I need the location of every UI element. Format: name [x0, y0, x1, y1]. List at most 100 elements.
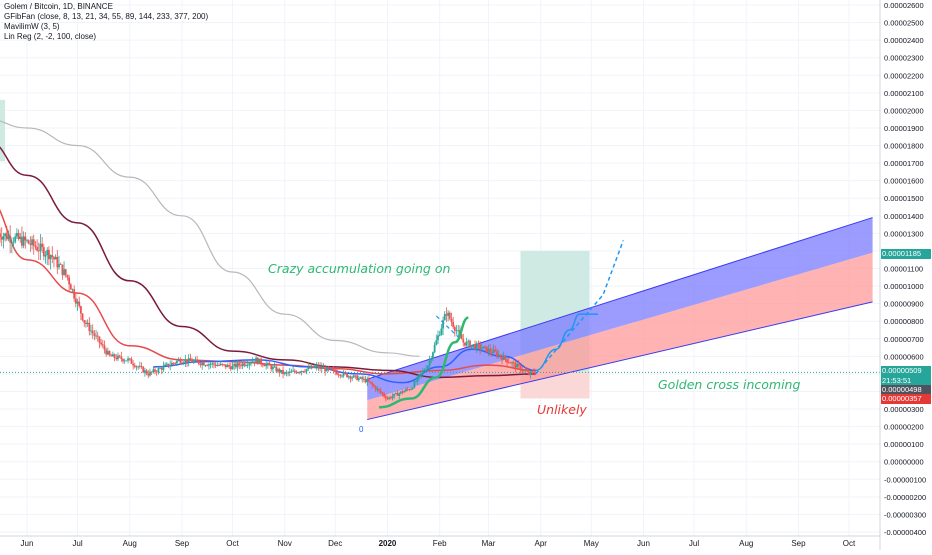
candle-body[interactable] — [266, 363, 269, 365]
candle-body[interactable] — [49, 255, 52, 260]
candle-body[interactable] — [433, 344, 436, 353]
candle-body[interactable] — [10, 242, 13, 243]
candle-body[interactable] — [236, 363, 239, 368]
candle-body[interactable] — [507, 362, 510, 364]
candle-body[interactable] — [137, 366, 140, 368]
candle-body[interactable] — [32, 239, 35, 246]
candle-body[interactable] — [275, 366, 278, 372]
candle-body[interactable] — [80, 306, 82, 314]
candle-body[interactable] — [140, 366, 143, 367]
candle-body[interactable] — [519, 365, 522, 371]
candle-body[interactable] — [450, 318, 453, 322]
candle-body[interactable] — [42, 247, 45, 257]
candle-body[interactable] — [516, 364, 519, 368]
candle-body[interactable] — [349, 376, 352, 379]
candle-body[interactable] — [234, 363, 237, 368]
candle-body[interactable] — [452, 321, 455, 328]
candle-body[interactable] — [47, 249, 50, 260]
candle-body[interactable] — [314, 366, 316, 368]
candle-body[interactable] — [179, 359, 182, 363]
candle-body[interactable] — [138, 366, 141, 367]
moving-average-line[interactable] — [0, 198, 536, 375]
candle-body[interactable] — [504, 355, 507, 360]
candle-body[interactable] — [155, 371, 158, 373]
candle-body[interactable] — [103, 345, 106, 350]
candle-body[interactable] — [199, 363, 202, 366]
candle-body[interactable] — [169, 365, 172, 367]
candle-body[interactable] — [421, 371, 424, 374]
candle-body[interactable] — [96, 335, 99, 337]
candle-body[interactable] — [157, 368, 160, 373]
candle-body[interactable] — [39, 243, 42, 251]
candle-body[interactable] — [425, 369, 428, 371]
candle-body[interactable] — [272, 366, 274, 370]
candle-body[interactable] — [63, 269, 65, 275]
candle-body[interactable] — [443, 314, 446, 321]
candle-body[interactable] — [359, 377, 362, 379]
candle-body[interactable] — [58, 264, 60, 268]
candle-body[interactable] — [445, 314, 448, 316]
candle-body[interactable] — [105, 349, 108, 355]
candle-body[interactable] — [406, 389, 409, 390]
candle-body[interactable] — [383, 393, 385, 397]
candle-body[interactable] — [71, 289, 74, 291]
candle-body[interactable] — [376, 388, 379, 390]
candle-body[interactable] — [184, 359, 187, 363]
candle-body[interactable] — [73, 289, 76, 299]
candle-body[interactable] — [297, 372, 300, 374]
candle-body[interactable] — [334, 369, 337, 373]
candle-body[interactable] — [209, 364, 212, 366]
candle-body[interactable] — [147, 373, 150, 376]
candle-body[interactable] — [268, 363, 271, 366]
candle-body[interactable] — [27, 240, 30, 244]
candle-body[interactable] — [437, 335, 439, 341]
candle-body[interactable] — [14, 236, 17, 242]
candle-body[interactable] — [192, 361, 195, 363]
candle-body[interactable] — [416, 376, 419, 382]
candle-body[interactable] — [509, 362, 512, 364]
candle-body[interactable] — [384, 396, 387, 399]
candle-body[interactable] — [491, 351, 493, 354]
candle-body[interactable] — [12, 241, 15, 243]
candle-body[interactable] — [54, 256, 57, 260]
moving-average-line[interactable] — [0, 140, 536, 379]
annotation-accumulation[interactable]: Crazy accumulation going on — [268, 261, 451, 276]
candle-body[interactable] — [302, 371, 305, 372]
candle-body[interactable] — [167, 363, 170, 367]
channel-lower-line[interactable] — [367, 301, 873, 421]
candle-body[interactable] — [15, 233, 18, 237]
candle-body[interactable] — [329, 368, 332, 370]
candle-body[interactable] — [128, 358, 131, 360]
candle-body[interactable] — [462, 339, 465, 343]
candle-body[interactable] — [290, 371, 293, 373]
candle-body[interactable] — [440, 328, 443, 335]
candle-body[interactable] — [214, 364, 217, 366]
candle-body[interactable] — [410, 388, 412, 390]
candle-body[interactable] — [181, 362, 183, 364]
candle-body[interactable] — [100, 342, 103, 345]
candle-body[interactable] — [59, 264, 62, 265]
candle-body[interactable] — [174, 363, 177, 364]
candle-body[interactable] — [246, 365, 249, 366]
candle-body[interactable] — [258, 358, 261, 364]
candle-body[interactable] — [373, 384, 375, 387]
candle-body[interactable] — [53, 257, 55, 260]
moving-average-line[interactable] — [153, 348, 536, 384]
candle-body[interactable] — [189, 358, 192, 361]
candle-body[interactable] — [165, 363, 168, 365]
candle-body[interactable] — [480, 348, 483, 350]
candle-body[interactable] — [400, 391, 402, 394]
moving-average-line[interactable] — [0, 119, 420, 357]
candle-body[interactable] — [388, 397, 391, 399]
candle-body[interactable] — [529, 371, 532, 375]
candle-body[interactable] — [420, 373, 423, 375]
candle-body[interactable] — [501, 356, 503, 360]
candle-body[interactable] — [280, 370, 283, 373]
candle-body[interactable] — [346, 373, 348, 378]
candle-body[interactable] — [531, 371, 534, 373]
candle-body[interactable] — [98, 336, 101, 343]
channel-lower-band[interactable] — [367, 252, 873, 420]
candle-body[interactable] — [426, 365, 429, 370]
candle-body[interactable] — [221, 363, 224, 365]
candle-body[interactable] — [256, 357, 259, 364]
